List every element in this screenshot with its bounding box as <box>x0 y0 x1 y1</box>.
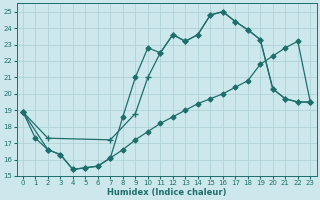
X-axis label: Humidex (Indice chaleur): Humidex (Indice chaleur) <box>107 188 226 197</box>
